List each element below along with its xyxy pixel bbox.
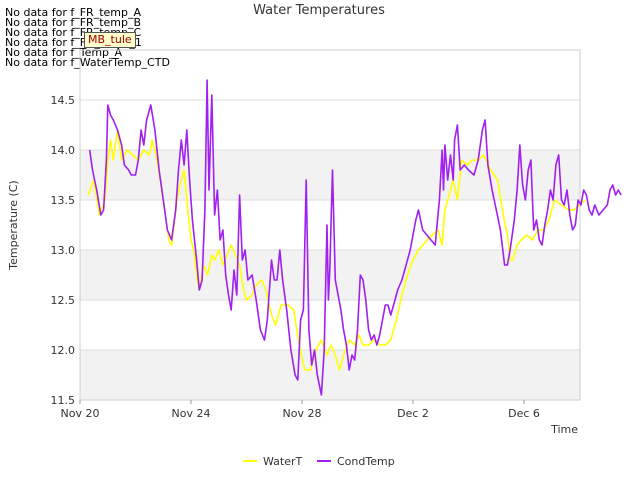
x-axis-label: Time <box>550 423 578 436</box>
legend-label: CondTemp <box>337 455 395 468</box>
y-axis-label: Temperature (C) <box>7 180 20 270</box>
site-tag-label: MB_tule <box>84 32 136 48</box>
x-tick-label: Dec 2 <box>397 407 429 420</box>
series-line-watert <box>87 129 586 371</box>
no-data-message: No data for f_Temp_A <box>5 46 123 59</box>
y-tick-label: 12.5 <box>51 294 76 307</box>
no-data-message: No data for f_FR_temp_C <box>5 26 142 39</box>
legend-label: WaterT <box>263 455 303 468</box>
x-tick-label: Nov 20 <box>61 407 100 420</box>
plot-frame <box>79 49 581 401</box>
no-data-message: No data for f_FR_temp_B <box>5 16 142 29</box>
series-layer <box>87 79 622 396</box>
legend: WaterT CondTemp <box>243 455 395 468</box>
no-data-message: No data for f_FR_temp_A <box>5 6 141 19</box>
y-tick-label: 14.5 <box>51 94 76 107</box>
no-data-message: No data for f_WaterTemp_CTD <box>5 56 170 69</box>
y-tick-label: 14.0 <box>51 144 76 157</box>
x-tick-label: Nov 28 <box>283 407 322 420</box>
x-tick-label: Nov 24 <box>172 407 211 420</box>
x-axis-ticks: Nov 20 Nov 24 Nov 28 Dec 2 Dec 6 <box>61 400 540 420</box>
y-tick-label: 13.0 <box>51 244 76 257</box>
chart-title: Water Temperatures <box>253 3 385 18</box>
series-line-condtemp <box>88 79 622 396</box>
grid-band <box>80 150 580 200</box>
y-tick-label: 13.5 <box>51 194 76 207</box>
y-tick-label: 12.0 <box>51 344 76 357</box>
grid-band <box>80 350 580 400</box>
x-tick-label: Dec 6 <box>508 407 540 420</box>
y-axis-ticks: 11.5 12.0 12.5 13.0 13.5 14.0 14.5 <box>51 94 76 407</box>
no-data-message: No data for f_FD_Temp_1 <box>5 36 142 49</box>
y-tick-label: 11.5 <box>51 394 76 407</box>
